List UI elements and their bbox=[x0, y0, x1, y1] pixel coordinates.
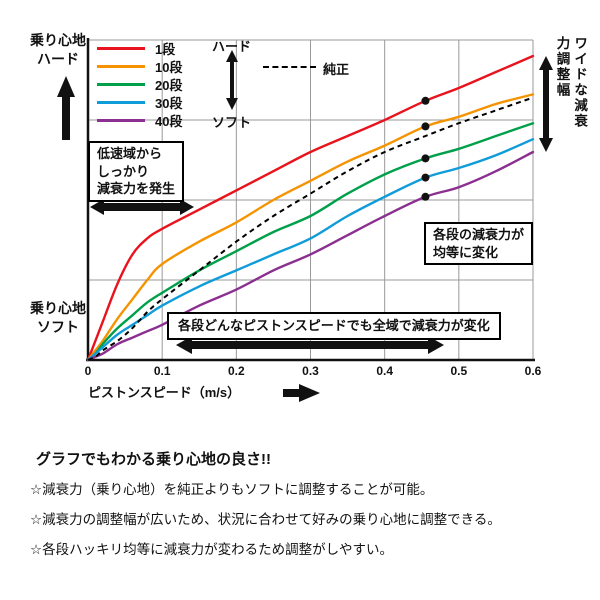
annotation-wide-range: ワイドな減衰力調整幅 bbox=[554, 36, 588, 129]
legend-swatch bbox=[97, 64, 145, 68]
legend-swatch bbox=[97, 46, 145, 50]
data-dot bbox=[421, 122, 430, 131]
x-tick-label: 0.3 bbox=[302, 364, 319, 378]
legend-item: 10段 bbox=[97, 57, 182, 75]
curve-20段 bbox=[86, 122, 535, 362]
footer-bullet: ☆各段ハッキリ均等に減衰力が変わるため調整がしやすい。 bbox=[30, 542, 393, 557]
legend-swatch bbox=[97, 82, 145, 86]
reference-line-sample bbox=[263, 66, 316, 68]
legend-hard-label: ハード bbox=[212, 39, 252, 54]
annotation-equal-change: 各段の減衰力が 均等に変化 bbox=[424, 222, 534, 266]
legend-item: 40段 bbox=[97, 111, 182, 129]
footer-heading: グラフでもわかる乗り心地の良さ!! bbox=[36, 451, 271, 468]
x-axis-label: ピストンスピード（m/s） bbox=[88, 385, 241, 400]
x-tick-label: 0.2 bbox=[227, 364, 245, 378]
right-arrow-icon bbox=[283, 384, 320, 402]
legend-swatch bbox=[97, 100, 145, 104]
x-tick-label: 0.6 bbox=[524, 364, 542, 378]
curve-40段 bbox=[86, 150, 535, 362]
double-arrow-full-range-icon bbox=[176, 336, 444, 354]
y-axis-label-soft: 乗り心地 ソフト bbox=[30, 300, 86, 335]
x-tick-label: 0.4 bbox=[376, 364, 393, 378]
legend-item: 30段 bbox=[97, 93, 182, 111]
legend-label: 30段 bbox=[155, 95, 183, 111]
data-dot bbox=[421, 173, 430, 182]
damping-chart bbox=[57, 38, 553, 402]
double-arrow-low-speed-icon bbox=[90, 199, 194, 215]
x-tick-label: 0 bbox=[84, 364, 92, 378]
legend-label: 20段 bbox=[155, 77, 183, 93]
curve-reference bbox=[87, 96, 534, 361]
curve-1段 bbox=[86, 54, 535, 362]
legend-label: 10段 bbox=[155, 59, 183, 75]
footer-bullets: ☆減衰力（乗り心地）を純正よりもソフトに調整することが可能。 ☆減衰力の調整幅が広… bbox=[30, 478, 501, 568]
annotation-low-speed: 低速域から しっかり 減衰力を発生 bbox=[88, 141, 185, 202]
curve-30段 bbox=[86, 138, 535, 362]
legend-item: 1段 bbox=[97, 39, 182, 57]
curves bbox=[86, 54, 535, 362]
up-arrow-icon bbox=[57, 76, 75, 140]
legend-item: 20段 bbox=[97, 75, 182, 93]
reference-label: 純正 bbox=[323, 62, 350, 77]
data-dot bbox=[421, 96, 430, 105]
legend-swatch bbox=[97, 118, 145, 122]
curve-10段 bbox=[86, 93, 535, 362]
double-arrow-wide-range-icon bbox=[539, 56, 553, 152]
y-axis-label-hard: 乗り心地 ハード bbox=[30, 32, 86, 67]
x-tick-label: 0.1 bbox=[153, 364, 171, 378]
annotation-full-range: 各段どんなピストンスピードでも全域で減衰力が変化 bbox=[167, 312, 501, 340]
data-dots bbox=[421, 96, 430, 201]
footer-bullet: ☆減衰力（乗り心地）を純正よりもソフトに調整することが可能。 bbox=[30, 482, 434, 497]
double-arrow-hard-soft-icon bbox=[226, 50, 238, 110]
legend-label: 1段 bbox=[155, 41, 176, 57]
data-dot bbox=[421, 154, 430, 163]
legend-label: 40段 bbox=[155, 113, 183, 129]
legend: 1段 10段 20段 30段 40段 bbox=[97, 39, 182, 129]
data-dot bbox=[421, 192, 430, 201]
legend-soft-label: ソフト bbox=[212, 115, 252, 130]
x-tick-label: 0.5 bbox=[450, 364, 468, 378]
footer-bullet: ☆減衰力の調整幅が広いため、状況に合わせて好みの乗り心地に調整できる。 bbox=[30, 512, 501, 527]
